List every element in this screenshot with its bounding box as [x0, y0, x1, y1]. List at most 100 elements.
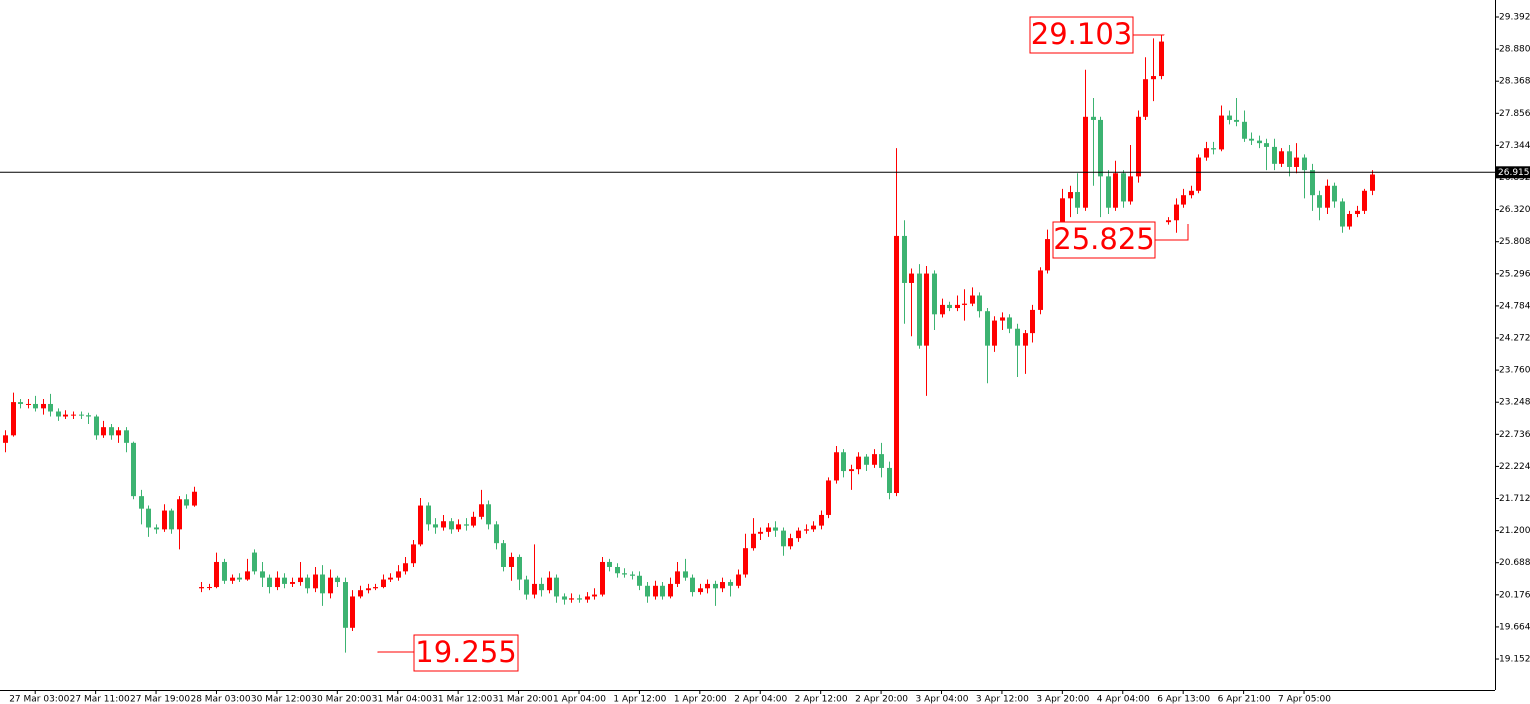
candle-body	[1325, 185, 1330, 208]
candle-body	[653, 585, 658, 597]
candle-body	[320, 574, 325, 594]
candle-body	[388, 577, 393, 580]
annotation-leader	[377, 651, 414, 653]
candle-body	[486, 504, 491, 525]
candle-body	[1340, 201, 1345, 227]
candle-body	[449, 521, 454, 530]
candle-body	[856, 456, 861, 470]
candle-body	[894, 235, 899, 494]
candle-body	[743, 548, 748, 575]
x-tick-label: 30 Mar 20:00	[311, 695, 371, 704]
candle-body	[1302, 157, 1307, 171]
candle-body	[970, 295, 975, 304]
candle-body	[48, 403, 53, 412]
candle-body	[94, 416, 99, 436]
candle-body	[758, 531, 763, 534]
candle-body	[811, 525, 816, 530]
candle-body	[668, 583, 673, 597]
candle-body	[932, 273, 937, 315]
candle-body	[328, 577, 333, 594]
candle-body	[177, 499, 182, 530]
candle-body	[1234, 119, 1239, 122]
annotation-box	[1052, 221, 1156, 259]
candle-body	[864, 456, 869, 465]
candle-body	[826, 480, 831, 515]
candle-body	[736, 574, 741, 586]
candle-body	[1370, 174, 1375, 191]
candle-body	[788, 538, 793, 547]
candle-body	[985, 311, 990, 346]
candle-body	[524, 579, 529, 595]
candle-body	[1106, 176, 1111, 208]
candle-body	[683, 571, 688, 578]
candle-body	[585, 596, 590, 600]
candle-body	[1151, 76, 1156, 80]
annotation-leader	[1155, 224, 1189, 241]
candle-body	[1143, 79, 1148, 117]
x-tick-label: 7 Apr 05:00	[1278, 695, 1331, 704]
candle-body	[902, 235, 907, 283]
candle-body	[1249, 138, 1254, 141]
candle-body	[501, 543, 506, 567]
candle-body	[781, 530, 786, 547]
x-tick-label: 31 Mar 12:00	[432, 695, 492, 704]
annotation-box	[413, 634, 519, 672]
candle-body	[1264, 143, 1269, 147]
candle-body	[1083, 116, 1088, 208]
candle-body	[1332, 185, 1337, 202]
candle-body	[441, 521, 446, 528]
candle-body	[1045, 239, 1050, 271]
candle-body	[282, 577, 287, 584]
candle-body	[947, 304, 952, 309]
y-tick-label: 29.392	[1499, 12, 1530, 22]
candle-body	[116, 430, 121, 436]
y-tick-label: 25.808	[1499, 237, 1530, 247]
annotation-label: 19.255	[415, 635, 516, 669]
x-tick-label: 6 Apr 21:00	[1218, 695, 1271, 704]
candle-body	[645, 585, 650, 597]
candle-body	[101, 427, 106, 436]
candle-body	[154, 527, 159, 530]
y-tick-label: 23.248	[1499, 398, 1530, 408]
last-price-label: 26.915	[1498, 168, 1530, 178]
candle-body	[917, 273, 922, 346]
candle-body	[569, 598, 574, 600]
candle-body	[275, 577, 280, 588]
candle-body	[1159, 41, 1164, 77]
candle-body	[230, 577, 235, 581]
candle-body	[1075, 192, 1080, 208]
candle-body	[479, 504, 484, 517]
candle-body	[675, 571, 680, 584]
x-tick-label: 1 Apr 12:00	[613, 695, 666, 704]
candle-body	[290, 582, 295, 584]
candle-body	[532, 583, 537, 595]
x-tick-label: 4 Apr 04:00	[1097, 695, 1150, 704]
candle-body	[358, 590, 363, 597]
candle-body	[214, 561, 219, 588]
candle-body	[1279, 151, 1284, 164]
candle-body	[1181, 195, 1186, 205]
candle-body	[1189, 190, 1194, 196]
y-tick-label: 26.320	[1499, 205, 1530, 215]
candle-body	[1317, 195, 1322, 208]
y-tick-label: 20.688	[1499, 558, 1530, 568]
candle-body	[63, 414, 68, 417]
candle-body	[1310, 170, 1315, 196]
candle-body	[773, 527, 778, 531]
y-tick-label: 28.368	[1499, 77, 1530, 87]
candle-body	[1227, 115, 1232, 120]
candle-body	[1128, 176, 1133, 202]
candle-body	[554, 577, 559, 597]
x-tick-label: 3 Apr 12:00	[976, 695, 1029, 704]
y-tick-label: 22.736	[1499, 430, 1530, 440]
candle-body	[71, 414, 76, 416]
candle-body	[366, 588, 371, 591]
y-tick-label: 25.296	[1499, 269, 1530, 279]
candle-body	[1362, 190, 1367, 211]
candle-body	[1038, 270, 1043, 310]
x-tick-label: 3 Apr 20:00	[1036, 695, 1089, 704]
candle-body	[298, 577, 303, 583]
candle-body	[887, 467, 892, 494]
candle-body	[139, 496, 144, 509]
candle-body	[426, 505, 431, 525]
